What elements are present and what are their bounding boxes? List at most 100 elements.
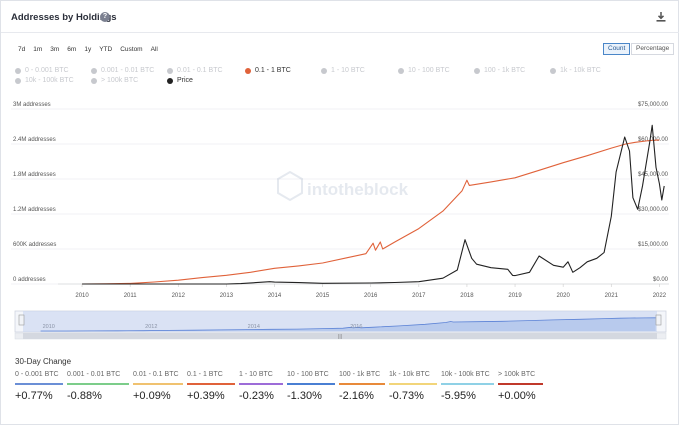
y-left-tick-label: 1.8M addresses — [13, 172, 56, 178]
navigator-tick-label: 2016 — [350, 324, 362, 330]
legend-label: 100 - 1k BTC — [484, 67, 526, 74]
legend-item[interactable]: 1 - 10 BTC — [321, 67, 365, 74]
change-value: -0.73% — [389, 390, 424, 402]
change-label: 100 - 1k BTC — [339, 371, 381, 378]
x-tick-label: 2018 — [460, 293, 474, 299]
x-tick-label: 2021 — [605, 293, 619, 299]
change-label: > 100k BTC — [498, 371, 536, 378]
change-color-bar — [339, 383, 385, 385]
range-button-all[interactable]: All — [150, 46, 158, 53]
legend-dot — [15, 67, 21, 74]
legend-item[interactable]: 0.1 - 1 BTC — [245, 67, 291, 74]
navigator-scrollbar-thumb[interactable] — [23, 333, 657, 339]
y-right-tick-label: $15,000.00 — [638, 242, 669, 248]
series-line-0-1-1-btc[interactable] — [82, 139, 660, 285]
change-label: 0.01 - 0.1 BTC — [133, 371, 179, 378]
change-color-bar — [287, 383, 335, 385]
page-title: Addresses by Holdings — [11, 12, 117, 23]
series-line-price[interactable] — [82, 124, 665, 285]
legend-item[interactable]: 100 - 1k BTC — [474, 67, 525, 74]
change-value: -0.23% — [239, 390, 274, 402]
legend-item[interactable]: > 100k BTC — [91, 77, 138, 84]
legend-dot — [91, 67, 97, 74]
main-chart[interactable]: 0 addresses 600K addresses 1.2M addresses 1… — [1, 1, 679, 301]
legend-dot — [550, 67, 556, 74]
change-color-bar — [239, 383, 283, 385]
watermark-text: intotheblock — [307, 180, 409, 199]
x-tick-label: 2013 — [220, 293, 234, 299]
range-button-custom[interactable]: Custom — [120, 46, 143, 53]
navigator-tick-label: 2014 — [248, 324, 260, 330]
change-label: 0.001 - 0.01 BTC — [67, 371, 121, 378]
range-button-1m[interactable]: 1m — [33, 46, 43, 53]
y-left-tick-label: 600K addresses — [13, 242, 56, 248]
download-icon[interactable] — [655, 11, 667, 23]
change-value: -0.88% — [67, 390, 102, 402]
range-button-1y[interactable]: 1y — [84, 46, 92, 53]
legend-item[interactable]: 10k - 100k BTC — [15, 77, 74, 84]
navigator-left-handle[interactable] — [18, 314, 25, 326]
legend-item[interactable]: 1k - 10k BTC — [550, 67, 601, 74]
percentage-toggle[interactable]: Percentage — [631, 43, 675, 55]
watermark-logo-icon — [277, 170, 303, 202]
legend-label: Price — [177, 77, 193, 84]
navigator-series-line — [40, 317, 656, 332]
change-label: 0 - 0.001 BTC — [15, 371, 59, 378]
change-color-bar — [498, 383, 543, 385]
x-tick-label: 2020 — [556, 293, 570, 299]
change-value: +0.39% — [187, 390, 225, 402]
y-right-tick-label: $0.00 — [653, 277, 669, 283]
change-color-bar — [15, 383, 63, 385]
legend-dot — [167, 77, 173, 84]
y-left-tick-label: 2.4M addresses — [13, 137, 56, 143]
legend-item[interactable]: 0.01 - 0.1 BTC — [167, 67, 223, 74]
x-tick-label: 2014 — [268, 293, 282, 299]
legend-item[interactable]: 0.001 - 0.01 BTC — [91, 67, 154, 74]
change-color-bar — [133, 383, 183, 385]
change-value: +0.77% — [15, 390, 53, 402]
legend-label: > 100k BTC — [101, 77, 139, 84]
change-color-bar — [187, 383, 235, 385]
thirty-day-change-title: 30-Day Change — [15, 357, 72, 366]
legend-label: 0.001 - 0.01 BTC — [101, 67, 155, 74]
legend-label: 0.01 - 0.1 BTC — [177, 67, 223, 74]
legend-item[interactable]: 0 - 0.001 BTC — [15, 67, 69, 74]
change-label: 1 - 10 BTC — [239, 371, 273, 378]
watermark: intotheblock — [277, 170, 409, 202]
range-button-ytd[interactable]: YTD — [99, 46, 113, 53]
legend-dot — [321, 67, 327, 74]
y-right-tick-label: $30,000.00 — [638, 207, 669, 213]
change-value: -5.95% — [441, 390, 476, 402]
x-tick-label: 2016 — [364, 293, 378, 299]
change-value: -2.16% — [339, 390, 374, 402]
change-color-bar — [441, 383, 494, 385]
x-tick-label: 2015 — [316, 293, 330, 299]
x-tick-label: 2019 — [508, 293, 522, 299]
help-icon[interactable]: ? — [100, 12, 110, 22]
navigator-tick-label: 2012 — [145, 324, 157, 330]
count-toggle[interactable]: Count — [603, 43, 631, 55]
navigator-series-area — [40, 317, 656, 331]
range-navigator[interactable]: 2010 2012 2014 2016 ||| — [1, 301, 679, 351]
change-value: -1.30% — [287, 390, 322, 402]
legend-label: 0.1 - 1 BTC — [255, 67, 291, 74]
change-label: 1k - 10k BTC — [389, 371, 430, 378]
legend-label: 10k - 100k BTC — [25, 77, 74, 84]
range-button-6m[interactable]: 6m — [67, 46, 77, 53]
x-tick-label: 2012 — [172, 293, 186, 299]
legend-label: 1 - 10 BTC — [331, 67, 365, 74]
change-color-bar — [67, 383, 129, 385]
y-right-tick-label: $75,000.00 — [638, 102, 669, 108]
legend-dot — [474, 67, 480, 74]
change-label: 0.1 - 1 BTC — [187, 371, 223, 378]
y-left-tick-label: 1.2M addresses — [13, 207, 56, 213]
x-tick-label: 2011 — [124, 293, 138, 299]
navigator-tick-label: 2010 — [43, 324, 55, 330]
legend-item[interactable]: Price — [167, 77, 193, 84]
range-button-7d[interactable]: 7d — [18, 46, 26, 53]
range-button-3m[interactable]: 3m — [50, 46, 60, 53]
navigator-right-handle[interactable] — [655, 314, 662, 326]
y-right-tick-label: $45,000.00 — [638, 172, 669, 178]
legend-item[interactable]: 10 - 100 BTC — [398, 67, 450, 74]
